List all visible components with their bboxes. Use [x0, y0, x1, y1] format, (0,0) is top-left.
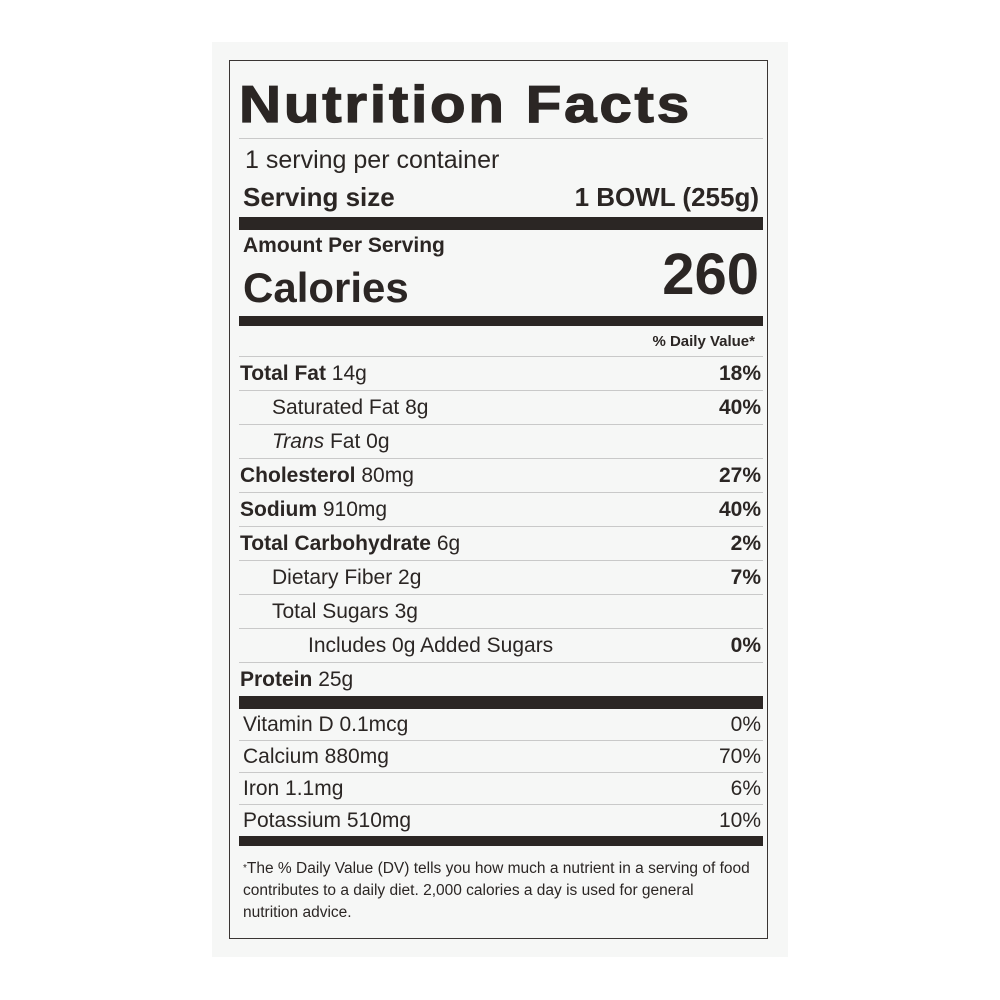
- vitamin-list: Vitamin D 0.1mcg 0% Calcium 880mg 70% Iron 1…: [239, 709, 763, 836]
- nutrient-dv: 0%: [730, 633, 761, 657]
- vitamin-dv: 0%: [730, 712, 761, 736]
- nutrient-row: Trans Fat 0g: [239, 425, 763, 459]
- footnote: *The % Daily Value (DV) tells you how mu…: [243, 860, 750, 921]
- nutrient-name: Total Carbohydrate 6g: [240, 531, 461, 555]
- nutrient-name: Includes 0g Added Sugars: [308, 633, 554, 657]
- thick-divider: [239, 836, 763, 846]
- divider: [239, 138, 763, 139]
- vitamin-row: Iron 1.1mg 6%: [239, 773, 763, 805]
- serving-size-label: Serving size: [243, 181, 395, 212]
- nutrient-dv: 27%: [718, 463, 761, 487]
- nutrient-row: Saturated Fat 8g 40%: [239, 391, 763, 425]
- vitamin-name: Vitamin D 0.1mcg: [243, 712, 409, 736]
- nutrient-dv: 40%: [718, 395, 761, 419]
- nutrient-dv: 7%: [730, 565, 761, 589]
- nutrition-facts-label: Nutrition Facts 1 serving per container …: [229, 60, 768, 939]
- nutrient-dv: 40%: [718, 497, 761, 521]
- vitamin-name: Iron 1.1mg: [243, 776, 344, 800]
- nutrient-name: Dietary Fiber 2g: [272, 565, 422, 589]
- daily-value-header: % Daily Value*: [652, 332, 755, 350]
- vitamin-row: Potassium 510mg 10%: [239, 805, 763, 836]
- serving-size-value: 1 BOWL (255g): [574, 181, 759, 212]
- thick-divider: [239, 217, 763, 230]
- nutrient-row: Total Carbohydrate 6g 2%: [239, 527, 763, 561]
- nutrient-row: Total Fat 14g 18%: [239, 357, 763, 391]
- thick-divider: [239, 696, 763, 709]
- nutrient-name: Total Fat 14g: [240, 361, 367, 385]
- vitamin-row: Calcium 880mg 70%: [239, 741, 763, 773]
- divider: [239, 356, 763, 357]
- thick-divider: [239, 316, 763, 326]
- vitamin-dv: 6%: [730, 776, 761, 800]
- servings-per-container: 1 serving per container: [245, 146, 500, 174]
- vitamin-name: Calcium 880mg: [243, 744, 389, 768]
- calories-label: Calories: [243, 264, 409, 311]
- amount-per-serving: Amount Per Serving: [243, 234, 445, 257]
- serving-size-row: Serving size 1 BOWL (255g): [239, 177, 763, 217]
- nutrient-row: Total Sugars 3g: [239, 595, 763, 629]
- nutrient-dv: 18%: [718, 361, 761, 385]
- vitamin-name: Potassium 510mg: [243, 808, 412, 832]
- vitamin-dv: 70%: [718, 744, 761, 768]
- nutrient-row: Dietary Fiber 2g 7%: [239, 561, 763, 595]
- nutrient-name: Cholesterol 80mg: [240, 463, 414, 487]
- nutrient-dv: 2%: [730, 531, 761, 555]
- calories-value: 260: [662, 241, 759, 307]
- nutrient-name: Saturated Fat 8g: [272, 395, 429, 419]
- vitamin-row: Vitamin D 0.1mcg 0%: [239, 709, 763, 741]
- nutrient-name: Total Sugars 3g: [272, 599, 418, 623]
- nutrient-list: Total Fat 14g 18% Saturated Fat 8g 40% Trans…: [239, 357, 763, 697]
- nutrient-row: Protein 25g: [239, 663, 763, 697]
- vitamin-dv: 10%: [718, 808, 761, 832]
- nutrient-row: Includes 0g Added Sugars 0%: [239, 629, 763, 663]
- nutrient-row: Sodium 910mg 40%: [239, 493, 763, 527]
- nutrient-row: Cholesterol 80mg 27%: [239, 459, 763, 493]
- nutrient-name: Protein 25g: [240, 667, 354, 691]
- calories-row: Calories 260: [239, 242, 763, 316]
- nutrient-name: Trans Fat 0g: [272, 429, 390, 453]
- label-title: Nutrition Facts: [238, 75, 692, 134]
- nutrient-name: Sodium 910mg: [240, 497, 388, 521]
